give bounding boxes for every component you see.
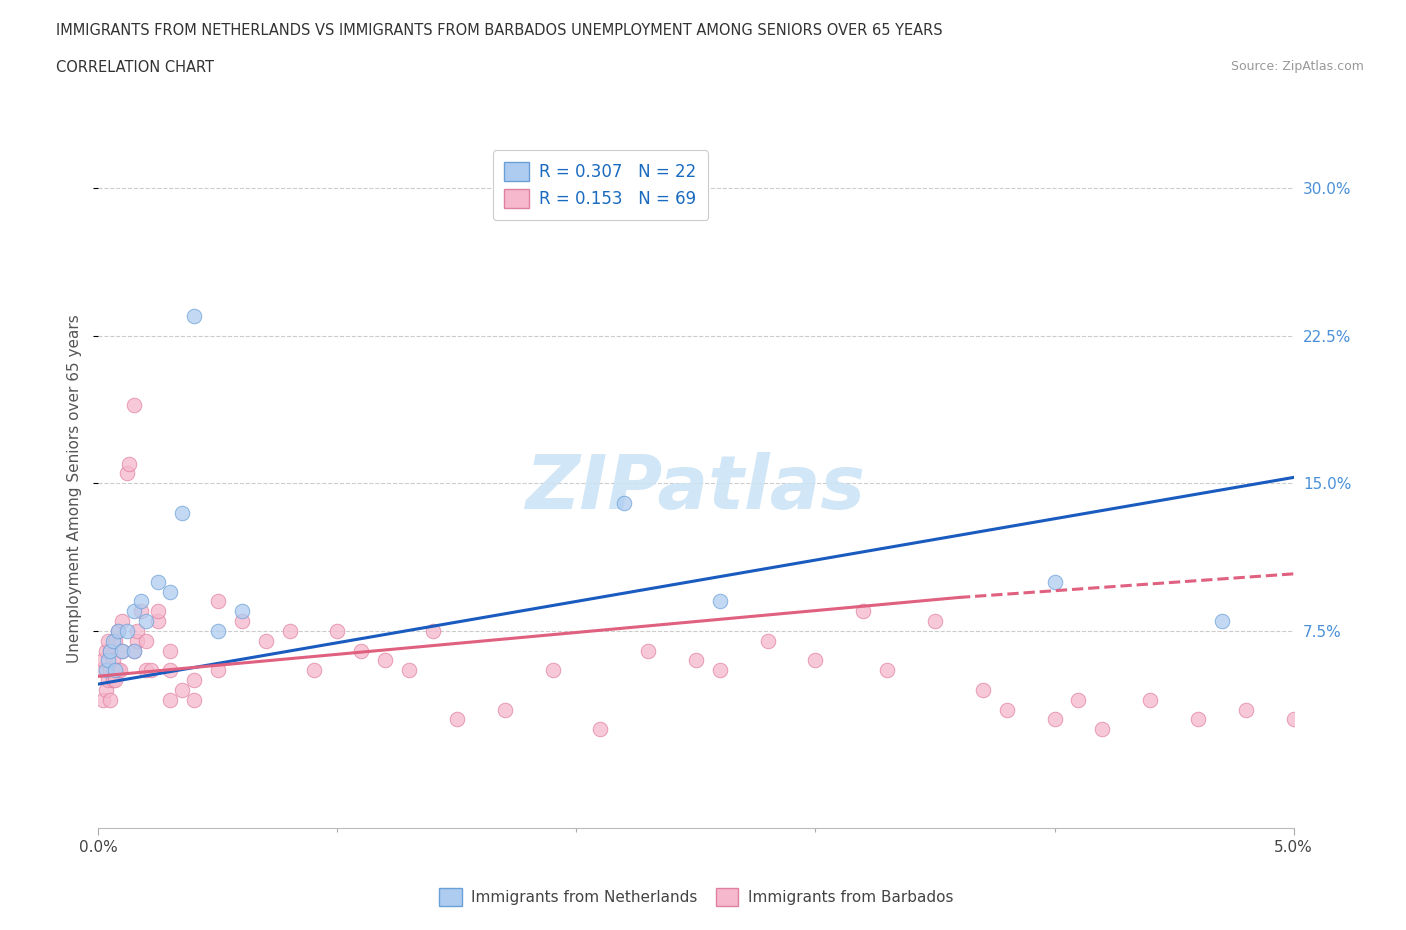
Point	[100, 644, 122, 658]
Text: CORRELATION CHART: CORRELATION CHART	[56, 60, 214, 75]
Point	[118, 457, 141, 472]
Point	[756, 633, 779, 648]
Point	[100, 663, 122, 678]
Point	[97, 653, 120, 668]
Point	[115, 623, 138, 638]
Point	[326, 623, 349, 638]
Point	[125, 633, 148, 648]
Point	[1211, 614, 1233, 629]
Point	[111, 614, 134, 629]
Point	[685, 653, 707, 668]
Point	[107, 623, 129, 638]
Point	[124, 397, 146, 412]
Point	[159, 663, 181, 678]
Point	[350, 644, 373, 658]
Point	[135, 663, 157, 678]
Point	[104, 672, 127, 687]
Text: Source: ZipAtlas.com: Source: ZipAtlas.com	[1230, 60, 1364, 73]
Point	[183, 672, 205, 687]
Point	[637, 644, 659, 658]
Point	[101, 672, 124, 687]
Point	[159, 644, 181, 658]
Y-axis label: Unemployment Among Seniors over 65 years: Unemployment Among Seniors over 65 years	[67, 314, 83, 662]
Point	[107, 623, 129, 638]
Point	[135, 633, 157, 648]
Text: ZIPatlas: ZIPatlas	[526, 452, 866, 525]
Point	[613, 496, 636, 511]
Point	[124, 604, 146, 618]
Point	[131, 604, 153, 618]
Point	[172, 505, 194, 520]
Point	[115, 466, 138, 481]
Point	[104, 663, 127, 678]
Point	[183, 692, 205, 707]
Point	[1187, 712, 1209, 727]
Text: IMMIGRANTS FROM NETHERLANDS VS IMMIGRANTS FROM BARBADOS UNEMPLOYMENT AMONG SENIO: IMMIGRANTS FROM NETHERLANDS VS IMMIGRANT…	[56, 23, 943, 38]
Point	[111, 644, 134, 658]
Point	[852, 604, 875, 618]
Point	[107, 663, 129, 678]
Point	[104, 633, 127, 648]
Point	[94, 683, 117, 698]
Point	[94, 644, 117, 658]
Point	[254, 633, 277, 648]
Point	[995, 702, 1018, 717]
Point	[148, 614, 170, 629]
Point	[101, 653, 124, 668]
Point	[1234, 702, 1257, 717]
Point	[589, 722, 612, 737]
Point	[131, 594, 153, 609]
Point	[804, 653, 827, 668]
Point	[101, 633, 124, 648]
Point	[1043, 575, 1066, 590]
Point	[124, 644, 146, 658]
Point	[709, 663, 731, 678]
Point	[111, 644, 134, 658]
Point	[1091, 722, 1114, 737]
Point	[278, 623, 301, 638]
Point	[100, 692, 122, 707]
Point	[302, 663, 325, 678]
Point	[148, 604, 170, 618]
Point	[94, 663, 117, 678]
Point	[876, 663, 898, 678]
Point	[422, 623, 444, 638]
Point	[97, 633, 120, 648]
Point	[159, 584, 181, 599]
Point	[135, 614, 157, 629]
Point	[1043, 712, 1066, 727]
Point	[90, 663, 112, 678]
Point	[148, 575, 170, 590]
Point	[541, 663, 564, 678]
Point	[97, 672, 120, 687]
Point	[91, 692, 114, 707]
Point	[207, 663, 229, 678]
Point	[1067, 692, 1090, 707]
Point	[1139, 692, 1161, 707]
Point	[124, 644, 146, 658]
Point	[231, 614, 253, 629]
Point	[172, 683, 194, 698]
Point	[374, 653, 396, 668]
Point	[125, 623, 148, 638]
Point	[709, 594, 731, 609]
Point	[100, 644, 122, 658]
Legend: Immigrants from Netherlands, Immigrants from Barbados: Immigrants from Netherlands, Immigrants …	[433, 882, 959, 911]
Point	[108, 663, 131, 678]
Point	[183, 309, 205, 324]
Point	[924, 614, 946, 629]
Point	[139, 663, 162, 678]
Point	[207, 623, 229, 638]
Point	[91, 653, 114, 668]
Point	[446, 712, 468, 727]
Point	[972, 683, 994, 698]
Point	[231, 604, 253, 618]
Point	[494, 702, 516, 717]
Point	[207, 594, 229, 609]
Point	[398, 663, 420, 678]
Point	[1282, 712, 1305, 727]
Point	[159, 692, 181, 707]
